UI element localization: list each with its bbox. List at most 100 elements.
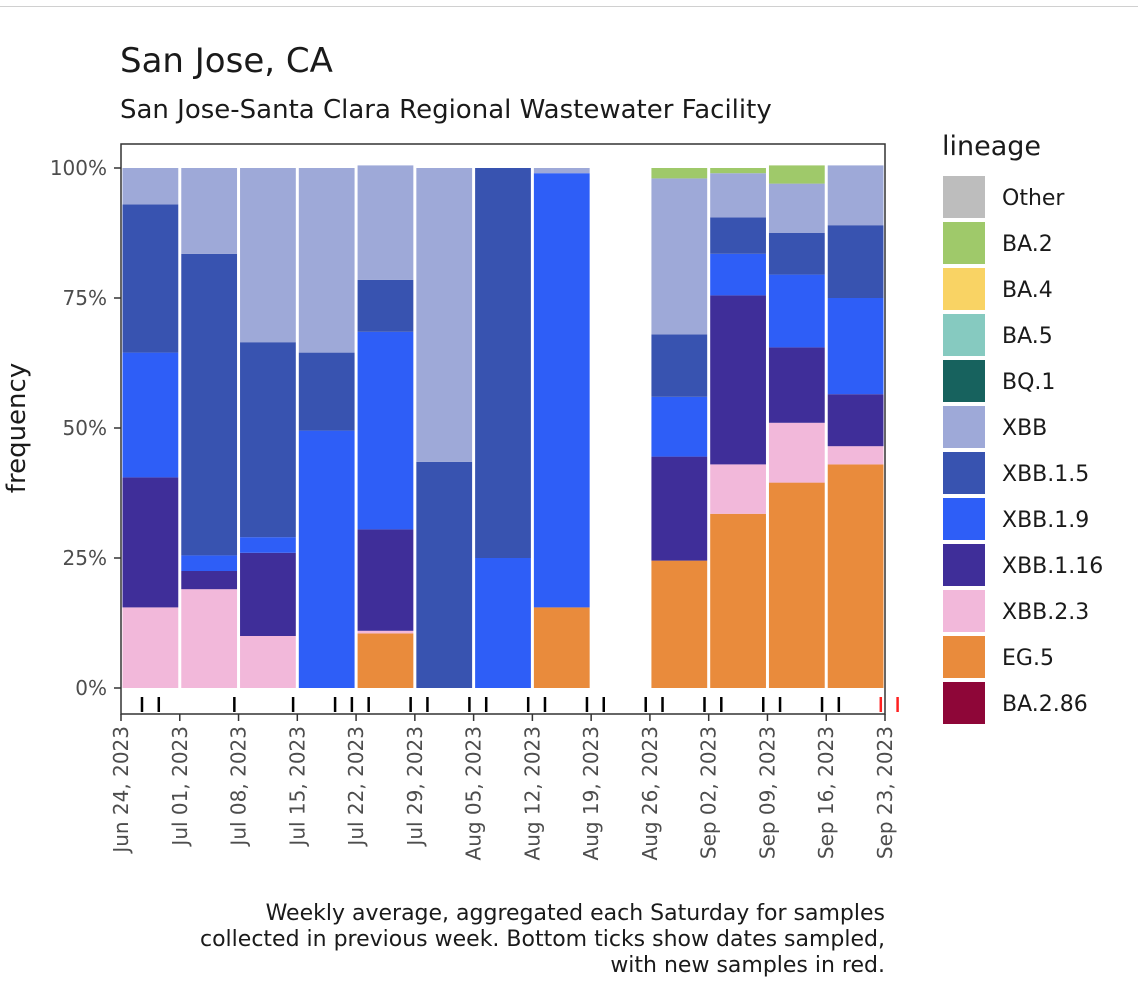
bar-segment: [651, 178, 708, 335]
legend-label: Other: [1002, 186, 1065, 211]
bar-segment: [710, 253, 766, 296]
bar-segment: [651, 396, 708, 457]
x-tick-label: Sep 09, 2023: [755, 726, 779, 859]
bar-segment: [181, 253, 238, 556]
bar-segment: [240, 552, 296, 636]
bar-segment: [357, 331, 414, 530]
bar-segment: [768, 347, 825, 423]
bar-segment: [651, 560, 708, 688]
bar-segment: [533, 168, 590, 174]
y-tick-label: 75%: [63, 286, 107, 310]
y-tick-label: 0%: [75, 676, 107, 700]
bar-segment: [475, 558, 531, 688]
top-divider: [0, 6, 1138, 7]
legend-swatch: [943, 360, 985, 402]
bar-segment: [533, 173, 590, 608]
bar-segment: [240, 537, 296, 553]
bar-segment: [651, 168, 708, 179]
bar-segment: [181, 168, 238, 254]
bar-segment: [240, 636, 296, 688]
x-tick-label: Sep 02, 2023: [697, 726, 721, 859]
bar-segment: [827, 298, 884, 395]
bar-segment: [122, 477, 179, 608]
bar-segment: [768, 482, 825, 688]
bar-segment: [768, 422, 825, 483]
bar-segment: [710, 295, 766, 465]
bar-segment: [710, 168, 766, 174]
bar-segment: [710, 464, 766, 514]
x-tick-label: Jul 15, 2023: [285, 726, 309, 848]
bar-segment: [768, 233, 825, 275]
bar-segment: [357, 529, 414, 631]
legend: Other BA.2 BA.4 BA.5 BQ.1 XBB XBB.1.5 XBB.1.9 XB…: [943, 176, 1103, 724]
legend-label: XBB: [1002, 416, 1047, 441]
legend-label: BQ.1: [1002, 370, 1055, 395]
bar-segment: [651, 456, 708, 561]
chart-subtitle: San Jose-Santa Clara Regional Wastewater…: [120, 95, 772, 125]
bar-segment: [357, 279, 414, 332]
y-tick-label: 100%: [50, 156, 107, 180]
legend-swatch: [943, 314, 985, 356]
bars: [122, 165, 884, 688]
caption-line-3: with new samples in red.: [610, 953, 885, 978]
chart-title: San Jose, CA: [120, 41, 333, 81]
bar-segment: [827, 446, 884, 465]
bar-segment: [181, 555, 238, 571]
bar-segment: [357, 633, 414, 688]
bar-segment: [768, 165, 825, 184]
bar-segment: [768, 274, 825, 348]
x-tick-label: Sep 16, 2023: [814, 726, 838, 859]
legend-label: EG.5: [1002, 646, 1054, 671]
legend-label: BA.2.86: [1002, 692, 1088, 717]
legend-label: XBB.1.9: [1002, 508, 1089, 533]
x-tick-label: Aug 26, 2023: [638, 726, 662, 860]
bar-segment: [298, 430, 355, 688]
y-axis-label: frequency: [2, 363, 32, 493]
bar-segment: [298, 168, 355, 353]
bar-segment: [533, 607, 590, 688]
x-tick-label: Jul 22, 2023: [344, 726, 368, 848]
bar-segment: [357, 165, 414, 280]
bar-segment: [827, 394, 884, 447]
x-tick-label: Jul 01, 2023: [168, 726, 192, 848]
bar-segment: [416, 168, 473, 462]
x-tick-label: Aug 19, 2023: [579, 726, 603, 860]
legend-label: BA.2: [1002, 232, 1053, 257]
bar-segment: [827, 464, 884, 688]
x-axis: Jun 24, 2023 Jul 01, 2023 Jul 08, 2023 Jul …: [109, 714, 897, 860]
caption-line-1: Weekly average, aggregated each Saturday…: [266, 901, 885, 926]
legend-label: BA.4: [1002, 278, 1053, 303]
bar-segment: [181, 571, 238, 590]
legend-swatch: [943, 452, 985, 494]
legend-swatch: [943, 636, 985, 678]
legend-label: BA.5: [1002, 324, 1053, 349]
bar-segment: [122, 204, 179, 353]
bar-segment: [768, 183, 825, 233]
bar-segment: [357, 630, 414, 634]
sample-date-ticks: [140, 697, 899, 712]
bar-segment: [122, 607, 179, 688]
legend-swatch: [943, 498, 985, 540]
bar-segment: [122, 168, 179, 205]
legend-swatch: [943, 406, 985, 448]
bar-segment: [240, 342, 296, 538]
bar-segment: [181, 589, 238, 688]
x-tick-label: Jul 08, 2023: [227, 726, 251, 848]
legend-swatch: [943, 268, 985, 310]
legend-swatch: [943, 682, 985, 724]
y-axis: 0% 25% 50% 75% 100%: [50, 156, 121, 700]
legend-label: XBB.2.3: [1002, 600, 1089, 625]
bar-segment: [298, 352, 355, 431]
bar-segment: [710, 513, 766, 688]
bar-segment: [240, 168, 296, 343]
legend-label: XBB.1.16: [1002, 554, 1103, 579]
x-tick-label: Sep 23, 2023: [873, 726, 897, 859]
legend-swatch: [943, 222, 985, 264]
caption-line-2: collected in previous week. Bottom ticks…: [200, 927, 885, 952]
legend-swatch: [943, 590, 985, 632]
x-tick-label: Aug 05, 2023: [462, 726, 486, 860]
legend-label: XBB.1.5: [1002, 462, 1089, 487]
y-tick-label: 25%: [63, 546, 107, 570]
x-tick-label: Aug 12, 2023: [520, 726, 544, 860]
legend-title: lineage: [942, 131, 1041, 162]
